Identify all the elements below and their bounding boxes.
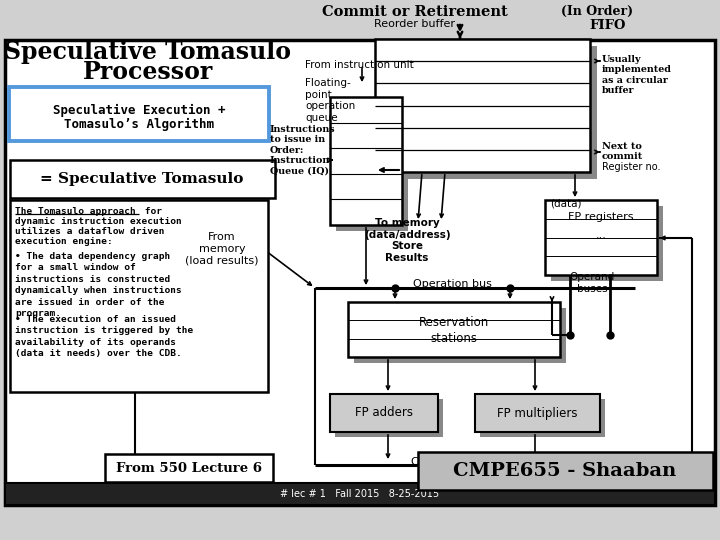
Bar <box>545 200 657 275</box>
Text: stations: stations <box>431 332 477 345</box>
Bar <box>105 454 273 482</box>
Text: for: for <box>139 207 162 216</box>
Text: Speculative Execution +: Speculative Execution + <box>53 104 225 117</box>
Text: Register no.: Register no. <box>602 162 660 172</box>
Bar <box>10 200 268 392</box>
Text: # lec # 1   Fall 2015   8-25-2015: # lec # 1 Fall 2015 8-25-2015 <box>280 489 440 499</box>
Text: From 550 Lecture 6: From 550 Lecture 6 <box>116 462 262 475</box>
Bar <box>375 39 590 172</box>
Text: (data): (data) <box>550 198 582 208</box>
Text: Operand
buses: Operand buses <box>570 272 615 294</box>
Text: To memory
(data/address)
Store
Results: To memory (data/address) Store Results <box>364 218 450 263</box>
Text: • The execution of an issued
instruction is triggered by the
availability of its: • The execution of an issued instruction… <box>15 315 193 359</box>
Text: Instructions
to issue in
Order:
Instruction
Queue (IQ): Instructions to issue in Order: Instruct… <box>270 125 336 176</box>
Text: FP registers: FP registers <box>568 212 634 222</box>
Bar <box>354 308 566 363</box>
Bar <box>330 97 402 225</box>
Text: Processor: Processor <box>83 60 213 84</box>
Bar <box>5 483 715 505</box>
Text: Reservation: Reservation <box>419 316 489 329</box>
Text: Commit or Retirement: Commit or Retirement <box>322 5 508 19</box>
Text: FIFO: FIFO <box>590 19 626 32</box>
Text: Next to
commit: Next to commit <box>602 142 643 161</box>
Text: utilizes a dataflow driven: utilizes a dataflow driven <box>15 227 164 236</box>
Text: From instruction unit: From instruction unit <box>305 60 414 70</box>
Text: CMPE655 - Shaaban: CMPE655 - Shaaban <box>454 462 677 480</box>
Text: The Tomasulo approach: The Tomasulo approach <box>15 207 136 216</box>
Bar <box>475 394 600 432</box>
Text: Operation bus: Operation bus <box>413 279 492 289</box>
Bar <box>382 46 597 179</box>
Bar <box>418 452 713 490</box>
Text: Speculative Tomasulo: Speculative Tomasulo <box>4 40 292 64</box>
Bar <box>330 394 438 432</box>
Bar <box>335 399 443 437</box>
FancyBboxPatch shape <box>9 87 269 141</box>
Bar <box>336 103 408 231</box>
Text: From
memory
(load results): From memory (load results) <box>185 232 258 265</box>
Bar <box>10 160 275 198</box>
Bar <box>348 302 560 357</box>
Text: Floating-
point
operation
queue: Floating- point operation queue <box>305 78 355 123</box>
Bar <box>551 206 663 281</box>
Bar <box>480 399 605 437</box>
Text: (In Order): (In Order) <box>561 5 633 18</box>
Text: Reorder buffer: Reorder buffer <box>374 19 456 29</box>
Text: execution engine:: execution engine: <box>15 237 113 246</box>
Text: Usually
implemented
as a circular
buffer: Usually implemented as a circular buffer <box>602 55 672 95</box>
Text: dynamic instruction execution: dynamic instruction execution <box>15 217 181 226</box>
Text: FP adders: FP adders <box>355 407 413 420</box>
Text: Common data bus: Common data bus <box>411 457 513 467</box>
Text: ...: ... <box>595 230 606 240</box>
Text: = Speculative Tomasulo: = Speculative Tomasulo <box>40 172 243 186</box>
Bar <box>5 40 715 505</box>
Text: • The data dependency graph
for a small window of
instructions is constructed
dy: • The data dependency graph for a small … <box>15 252 181 318</box>
Text: FP multipliers: FP multipliers <box>497 407 577 420</box>
Text: Tomasulo’s Algorithm: Tomasulo’s Algorithm <box>64 118 214 131</box>
